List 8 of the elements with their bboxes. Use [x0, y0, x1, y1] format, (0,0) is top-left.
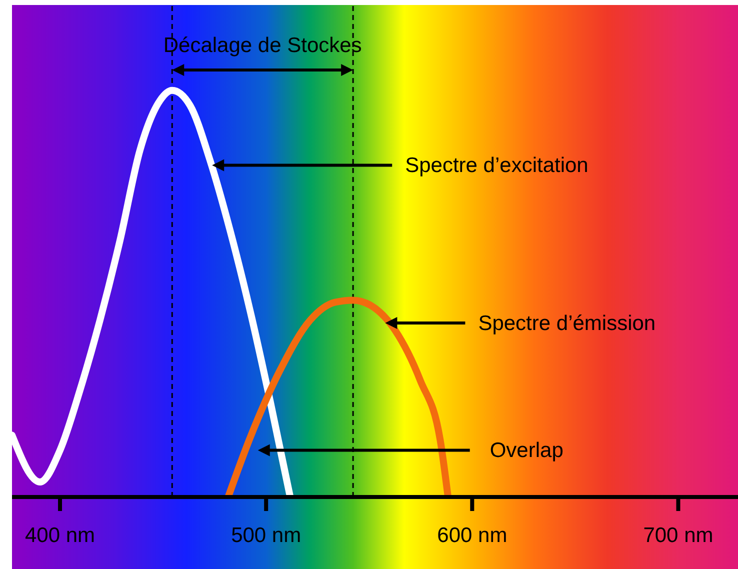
text: Décalage de Stockes — [163, 34, 362, 57]
text: Spectre d’excitation — [405, 154, 588, 178]
x-tick-label: 600 nm — [437, 524, 508, 547]
x-tick-label: 400 nm — [24, 524, 96, 547]
x-tick-label: 700 nm — [643, 524, 714, 547]
text: Spectre d’émission — [478, 312, 656, 335]
x-tick-label: 500 nm — [231, 524, 302, 547]
annotation: Overlap — [490, 439, 564, 462]
